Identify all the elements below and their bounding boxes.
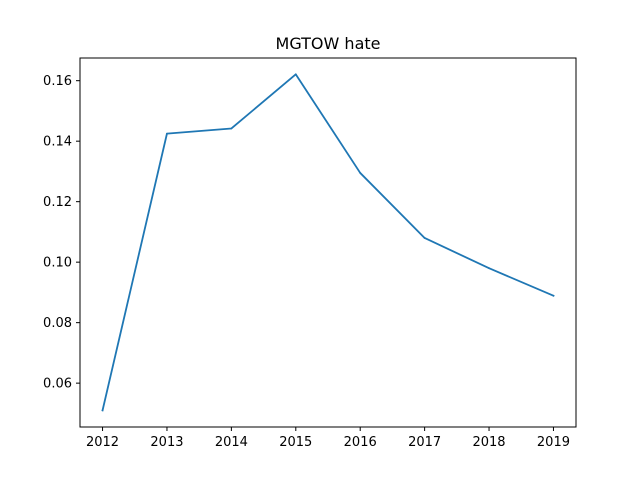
x-tick-label: 2015	[279, 435, 312, 450]
x-tick-label: 2017	[408, 435, 441, 450]
x-tick-label: 2019	[537, 435, 570, 450]
chart-title: MGTOW hate	[276, 34, 381, 53]
y-tick-label: 0.06	[43, 377, 72, 392]
x-tick-label: 2012	[86, 435, 119, 450]
x-axis: 2012 2013 2014 2015 2016 2017 2018 2019	[86, 427, 570, 450]
y-tick-label: 0.10	[43, 256, 72, 271]
data-point	[101, 409, 104, 412]
y-axis: 0.06 0.08 0.10 0.12 0.14 0.16	[43, 74, 80, 392]
y-tick-label: 0.12	[43, 195, 72, 210]
data-point	[294, 73, 297, 76]
x-tick-label: 2018	[472, 435, 505, 450]
data-point	[359, 172, 362, 174]
y-tick-label: 0.16	[43, 74, 72, 89]
data-point	[423, 237, 426, 239]
x-tick-label: 2014	[215, 435, 248, 450]
y-tick-label: 0.08	[43, 316, 72, 331]
x-tick-label: 2016	[344, 435, 377, 450]
data-point	[166, 132, 168, 135]
data-point	[552, 294, 555, 297]
plot-area	[79, 57, 577, 428]
data-point	[488, 267, 490, 270]
series-layer	[101, 73, 555, 412]
series-line	[101, 73, 555, 412]
data-point	[230, 127, 233, 130]
axes-frame	[79, 57, 577, 428]
x-tick-label: 2013	[150, 435, 183, 450]
y-tick-label: 0.14	[43, 135, 72, 150]
